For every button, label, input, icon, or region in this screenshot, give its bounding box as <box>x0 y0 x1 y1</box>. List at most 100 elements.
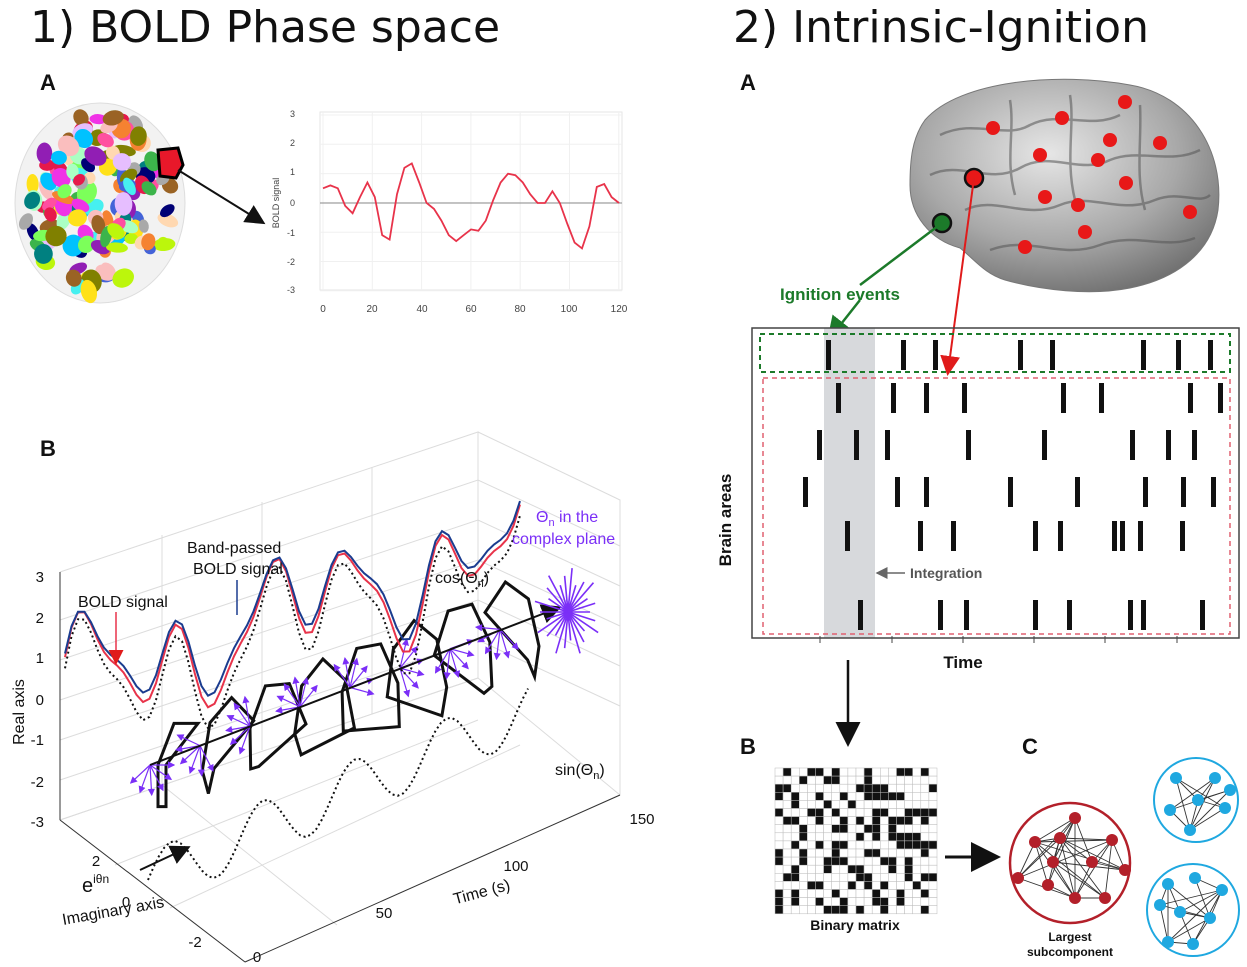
spike <box>1058 521 1063 551</box>
largest-label-line1: Largest <box>1048 930 1091 944</box>
mini-ytick: -2 <box>287 257 295 267</box>
parcel <box>77 235 95 253</box>
mini-xtick: 100 <box>561 304 578 315</box>
parcel <box>57 184 72 199</box>
spike <box>854 430 859 460</box>
mini-ytick: 0 <box>290 198 295 208</box>
spike <box>1061 383 1066 413</box>
phase-3d-plot: 3 2 1 0 -1 -2 -3 Real axis 2 0 -2 Imagin… <box>11 431 655 966</box>
parcel <box>73 174 85 186</box>
parcel <box>66 163 79 180</box>
mini-ylabel: BOLD signal <box>271 178 281 229</box>
network-node <box>1154 899 1166 911</box>
spike <box>1180 521 1185 551</box>
panel1-label-b: B <box>40 436 56 461</box>
parcel <box>102 110 124 126</box>
spike <box>901 340 906 370</box>
spike <box>1143 477 1148 507</box>
ignition-events-label: Ignition events <box>780 285 900 304</box>
mini-xtick: 60 <box>465 304 477 315</box>
parcel <box>144 151 161 172</box>
spike <box>1141 340 1146 370</box>
z-tick: 0 <box>36 692 44 709</box>
network-node <box>1204 912 1216 924</box>
spike <box>803 477 808 507</box>
spike <box>1130 430 1135 460</box>
mini-ytick: 2 <box>290 138 295 148</box>
network-node <box>1184 824 1196 836</box>
network-node <box>1012 872 1024 884</box>
mini-ytick: -1 <box>287 228 295 238</box>
phase-polygon <box>200 695 256 794</box>
network-node <box>1209 772 1221 784</box>
network-node <box>1069 892 1081 904</box>
mini-xtick: 40 <box>416 304 428 315</box>
z-tick: 3 <box>36 569 44 586</box>
spike <box>966 430 971 460</box>
spike <box>964 600 969 630</box>
parcel <box>107 223 125 239</box>
largest-label-line2: subcomponent <box>1027 945 1113 959</box>
time-axis-arrow <box>149 604 562 766</box>
parcel <box>51 150 67 165</box>
parcel <box>74 128 93 149</box>
network-node <box>1162 878 1174 890</box>
z-axis-label: Real axis <box>11 679 28 745</box>
network-node <box>1219 802 1231 814</box>
parcel <box>51 168 71 188</box>
spike <box>1033 600 1038 630</box>
y-tick: 0 <box>122 894 130 911</box>
mini-xtick: 120 <box>611 304 628 315</box>
y-tick: -2 <box>188 934 201 951</box>
network-node <box>1069 812 1081 824</box>
brain-node <box>1055 111 1069 125</box>
parcel <box>24 191 41 210</box>
panel2-label-c: C <box>1022 734 1038 759</box>
mini-ytick: -3 <box>287 285 295 295</box>
spike <box>1018 340 1023 370</box>
spike <box>1050 340 1055 370</box>
y-tick: 2 <box>92 853 100 870</box>
network-node <box>1192 794 1204 806</box>
brain-node <box>1118 95 1132 109</box>
x-tick: 50 <box>376 905 393 922</box>
network-node <box>1162 936 1174 948</box>
network-node <box>1170 772 1182 784</box>
y-axis-label: Imaginary axis <box>61 894 166 929</box>
brain-node <box>1018 240 1032 254</box>
phase-burst <box>534 568 599 654</box>
network-node <box>1042 879 1054 891</box>
parcel <box>91 215 106 235</box>
bandpassed-annotation-line2: BOLD signal <box>193 561 283 578</box>
network-node <box>1029 836 1041 848</box>
brain-node <box>1183 205 1197 219</box>
spike <box>1176 340 1181 370</box>
parcel <box>130 126 147 146</box>
brain-node <box>1091 153 1105 167</box>
spike <box>938 600 943 630</box>
spike <box>1033 521 1038 551</box>
parcel <box>138 219 149 233</box>
parcel <box>26 173 39 195</box>
parcel <box>141 181 157 196</box>
panel1-title: 1) BOLD Phase space <box>30 2 501 53</box>
x-axis-label: Time (s) <box>452 877 512 908</box>
brain-areas-label: Brain areas <box>716 474 735 567</box>
bandpassed-curve <box>64 500 521 697</box>
parcel <box>112 268 134 288</box>
spike <box>1008 477 1013 507</box>
x-tick: 0 <box>253 949 261 966</box>
spike-raster: Integration Brain areas Time <box>716 327 1240 672</box>
spike <box>1138 521 1143 551</box>
parcel <box>34 243 53 264</box>
sin-annotation: sin(Θn) <box>555 762 605 782</box>
spike <box>826 340 831 370</box>
sin-curve <box>147 688 529 881</box>
spike <box>817 430 822 460</box>
time-label: Time <box>943 653 982 672</box>
binary-matrix-label: Binary matrix <box>810 917 900 933</box>
cos-annotation: cos(Θn) <box>435 570 489 590</box>
parcel <box>123 177 136 196</box>
x-tick: 150 <box>629 811 654 828</box>
network-node <box>1189 872 1201 884</box>
